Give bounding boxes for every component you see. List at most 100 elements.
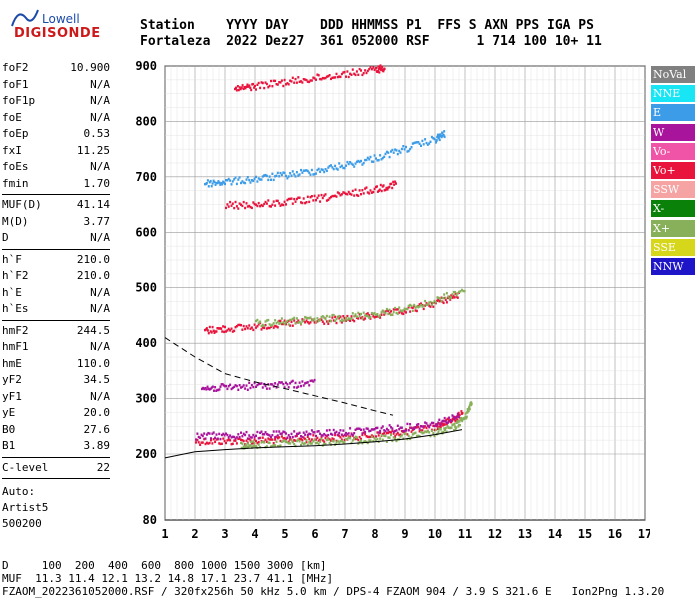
echo-point bbox=[400, 429, 403, 433]
param-name: yE bbox=[2, 406, 16, 419]
echo-point bbox=[308, 80, 311, 84]
echo-point bbox=[245, 202, 248, 205]
param-name: yF1 bbox=[2, 389, 22, 403]
echo-point bbox=[298, 320, 301, 324]
echo-point bbox=[430, 302, 433, 305]
param-separator bbox=[2, 478, 110, 479]
echo-point bbox=[328, 197, 331, 200]
echo-point bbox=[267, 441, 270, 444]
echo-point bbox=[216, 388, 219, 392]
echo-point bbox=[247, 445, 250, 449]
echo-point bbox=[435, 139, 438, 142]
echo-point bbox=[252, 82, 255, 86]
echo-point bbox=[257, 323, 260, 326]
echo-point bbox=[360, 437, 362, 441]
echo-point bbox=[331, 194, 334, 198]
echo-point bbox=[398, 433, 401, 437]
echo-point bbox=[428, 304, 431, 307]
echo-point bbox=[231, 435, 234, 438]
echo-point bbox=[410, 436, 413, 439]
echo-point bbox=[409, 437, 412, 441]
echo-point bbox=[285, 321, 287, 324]
echo-point bbox=[421, 139, 424, 143]
echo-point bbox=[343, 438, 346, 442]
echo-point bbox=[366, 312, 369, 315]
echo-point bbox=[227, 385, 230, 388]
echo-point bbox=[407, 429, 410, 432]
echo-point bbox=[272, 430, 275, 433]
echo-point bbox=[380, 426, 383, 430]
echo-point bbox=[256, 383, 259, 387]
echo-point bbox=[260, 441, 263, 444]
echo-point bbox=[248, 381, 251, 384]
echo-point bbox=[422, 307, 425, 311]
echo-point bbox=[263, 202, 266, 206]
echo-point bbox=[248, 178, 251, 182]
echo-point bbox=[316, 168, 319, 172]
echo-point bbox=[271, 434, 274, 437]
footer: D 100 200 400 600 800 1000 1500 3000 [km… bbox=[2, 559, 664, 598]
legend-item: SSE bbox=[651, 238, 695, 256]
param-row: h`F2 210.0 bbox=[2, 268, 110, 285]
echo-point bbox=[463, 290, 466, 293]
echo-point bbox=[447, 421, 449, 424]
echo-point bbox=[220, 442, 223, 445]
echo-point bbox=[302, 169, 305, 172]
param-row: yE 20.0 bbox=[2, 405, 110, 422]
echo-point bbox=[463, 417, 466, 421]
echo-point bbox=[450, 426, 453, 429]
echo-point bbox=[439, 424, 442, 427]
echo-point bbox=[375, 439, 377, 442]
profile-model-dashed bbox=[164, 337, 394, 416]
echo-point bbox=[214, 183, 217, 186]
echo-point bbox=[278, 381, 281, 384]
echo-point bbox=[324, 193, 327, 196]
echo-point bbox=[309, 440, 312, 443]
echo-point bbox=[310, 195, 313, 198]
echo-point bbox=[246, 176, 249, 179]
echo-point bbox=[410, 306, 413, 309]
echo-point bbox=[248, 84, 251, 87]
auto-program: Artist5 bbox=[2, 501, 49, 514]
echo-point bbox=[305, 169, 308, 172]
echo-point bbox=[257, 437, 260, 440]
echo-point bbox=[309, 79, 312, 82]
echo-point bbox=[265, 174, 268, 178]
muf-row: MUF 11.3 11.4 12.1 13.2 14.8 17.1 23.7 4… bbox=[2, 572, 334, 585]
echo-point bbox=[235, 86, 237, 89]
echo-point bbox=[291, 440, 294, 444]
echo-point bbox=[446, 424, 449, 428]
echo-point bbox=[235, 325, 238, 328]
echo-point bbox=[286, 82, 289, 85]
echo-point bbox=[264, 384, 267, 388]
echo-point bbox=[196, 432, 199, 435]
echo-point bbox=[382, 70, 385, 73]
lowell-digisonde-logo: Lowell DIGISONDE bbox=[6, 4, 126, 48]
echo-point bbox=[274, 382, 277, 385]
echo-point bbox=[304, 316, 307, 319]
echo-point bbox=[255, 326, 257, 329]
echo-point bbox=[373, 428, 376, 431]
echo-point bbox=[448, 416, 451, 419]
echo-point bbox=[287, 197, 290, 201]
echo-point bbox=[245, 384, 248, 387]
echo-point bbox=[343, 166, 346, 170]
echo-point bbox=[403, 310, 406, 313]
echo-point bbox=[238, 323, 241, 327]
echo-point bbox=[298, 381, 301, 384]
echo-point bbox=[215, 389, 218, 392]
echo-point bbox=[248, 204, 251, 208]
echo-point bbox=[279, 322, 282, 325]
echo-point bbox=[275, 440, 278, 443]
echo-point bbox=[240, 86, 243, 89]
echo-point bbox=[430, 421, 433, 425]
echo-point bbox=[287, 319, 290, 323]
echo-point bbox=[323, 170, 326, 174]
echo-point bbox=[289, 442, 292, 445]
echo-point bbox=[422, 143, 425, 146]
echo-point bbox=[257, 81, 260, 85]
echo-point bbox=[244, 443, 247, 446]
echo-point bbox=[405, 432, 407, 435]
echo-point bbox=[444, 420, 447, 423]
echo-point bbox=[300, 384, 302, 388]
